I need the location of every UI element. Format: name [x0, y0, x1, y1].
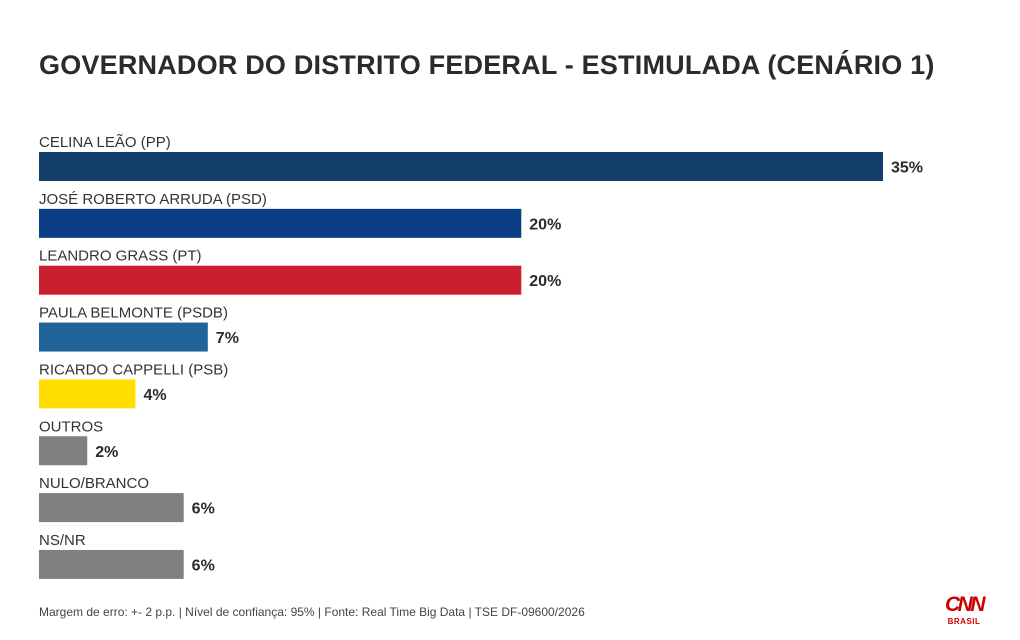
- bar: [39, 549, 184, 579]
- value-label: 20%: [529, 273, 561, 290]
- bar: [39, 379, 136, 409]
- value-label: 7%: [216, 330, 239, 347]
- category-label: NULO/BRANCO: [39, 475, 149, 492]
- bar: [39, 265, 522, 295]
- bar: [39, 152, 883, 181]
- footnote: Margem de erro: +- 2 p.p. | Nível de con…: [39, 605, 585, 619]
- value-label: 20%: [529, 216, 561, 233]
- value-label: 6%: [192, 501, 215, 518]
- value-label: 2%: [95, 444, 118, 461]
- logo-subtitle: BRASIL: [947, 617, 981, 626]
- value-label: 35%: [891, 160, 923, 177]
- category-label: NS/NR: [39, 532, 86, 549]
- category-label: RICARDO CAPPELLI (PSB): [39, 361, 228, 378]
- bar: [39, 208, 522, 238]
- category-label: JOSÉ ROBERTO ARRUDA (PSD): [39, 191, 267, 208]
- logo-mark: CNN: [945, 593, 986, 616]
- value-label: 6%: [192, 557, 215, 574]
- category-label: OUTROS: [39, 418, 103, 435]
- bar: [39, 436, 88, 466]
- value-label: 4%: [143, 387, 166, 404]
- bar: [39, 493, 184, 523]
- category-label: CELINA LEÃO (PP): [39, 134, 171, 151]
- bar: [39, 322, 208, 352]
- bar-chart: CELINA LEÃO (PP) 35% JOSÉ ROBERTO ARRUDA (…: [39, 134, 923, 579]
- cnn-brasil-logo: CNN BRASIL: [938, 594, 990, 630]
- category-label: PAULA BELMONTE (PSDB): [39, 305, 228, 322]
- category-label: LEANDRO GRASS (PT): [39, 248, 202, 265]
- chart-title: GOVERNADOR DO DISTRITO FEDERAL - ESTIMUL…: [39, 50, 935, 80]
